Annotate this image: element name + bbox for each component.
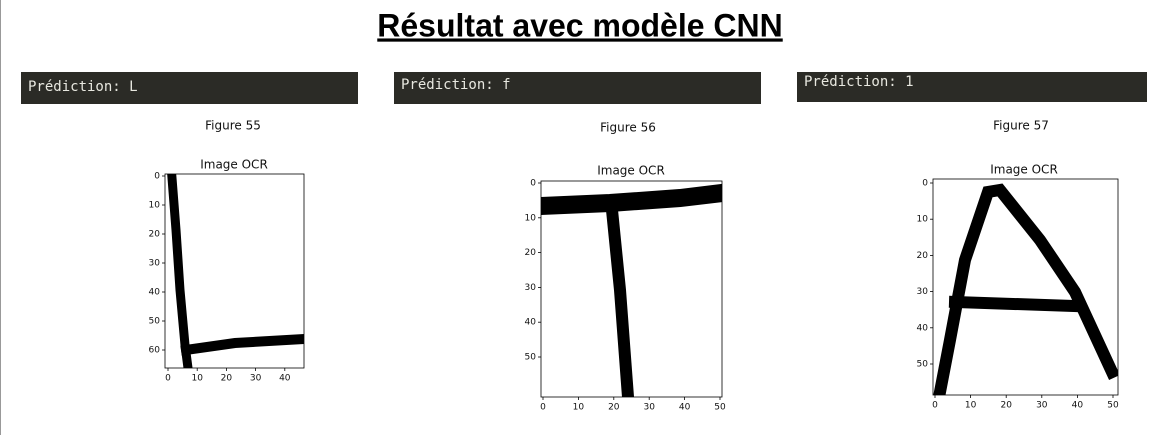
x-tick-label: 40	[279, 374, 291, 384]
terminal	[797, 72, 1147, 102]
x-tick-label: 50	[714, 403, 726, 413]
letter-l	[167, 174, 304, 368]
x-tick-label: 20	[221, 374, 233, 384]
y-tick-label: 0	[530, 179, 536, 189]
plot-title: Image OCR	[200, 158, 268, 172]
y-tick-label: 20	[149, 230, 161, 240]
plot-frame	[932, 178, 1119, 396]
x-tick-label: 40	[1072, 401, 1084, 411]
x-tick-label: 30	[1036, 401, 1048, 411]
y-tick-label: 40	[525, 318, 537, 328]
x-tick-label: 10	[573, 403, 585, 413]
letter-a	[933, 183, 1118, 395]
y-tick-label: 30	[525, 283, 537, 293]
y-tick-label: 50	[917, 360, 929, 370]
terminal	[21, 72, 358, 104]
x-tick-label: 30	[643, 403, 655, 413]
plot-frame	[164, 173, 305, 369]
y-tick-label: 40	[917, 323, 929, 333]
figure-caption: Figure 56	[600, 121, 656, 135]
x-tick-label: 0	[540, 403, 546, 413]
page-title: Résultat avec modèle CNN	[377, 7, 782, 43]
y-tick-label: 0	[922, 179, 928, 189]
prediction: Prédiction: L	[28, 79, 138, 95]
y-tick-label: 20	[917, 251, 929, 261]
plot-title: Image OCR	[597, 164, 665, 178]
x-tick-label: 50	[1107, 401, 1119, 411]
x-tick-label: 30	[250, 374, 262, 384]
y-tick-label: 10	[525, 213, 537, 223]
x-tick-label: 20	[608, 403, 620, 413]
terminal	[394, 72, 761, 104]
plot-title: Image OCR	[990, 163, 1058, 177]
x-tick-label: 10	[965, 401, 977, 411]
x-tick-label: 0	[165, 374, 171, 384]
y-tick-label: 40	[149, 288, 161, 298]
y-tick-label: 20	[525, 248, 537, 258]
y-tick-label: 10	[149, 201, 161, 211]
y-tick-label: 0	[154, 172, 160, 182]
y-tick-label: 60	[149, 346, 161, 356]
x-tick-label: 0	[932, 401, 938, 411]
prediction: Prédiction: 1	[804, 74, 914, 90]
y-tick-label: 50	[525, 353, 537, 363]
y-tick-label: 30	[149, 259, 161, 269]
figure-caption: Figure 55	[205, 119, 261, 133]
y-tick-label: 10	[917, 215, 929, 225]
x-tick-label: 10	[191, 374, 203, 384]
x-tick-label: 40	[679, 403, 691, 413]
y-tick-label: 50	[149, 317, 161, 327]
prediction: Prédiction: f	[401, 77, 511, 93]
x-tick-label: 20	[1000, 401, 1012, 411]
letter-t	[541, 183, 722, 397]
plot-frame	[540, 180, 723, 398]
y-tick-label: 30	[917, 287, 929, 297]
figure-caption: Figure 57	[993, 119, 1049, 133]
